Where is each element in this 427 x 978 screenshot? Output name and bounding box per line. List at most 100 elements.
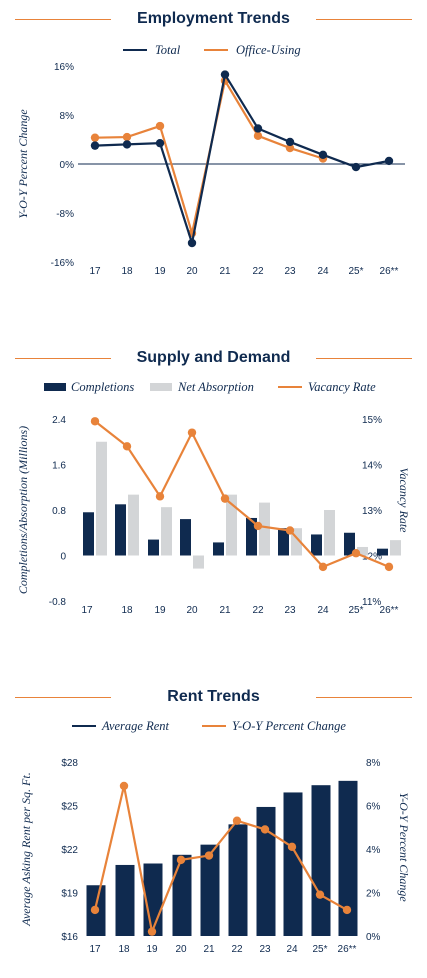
data-point-y-o-y-percent-change: [287, 842, 297, 852]
y-tick-label: -0.8: [49, 597, 67, 608]
y-tick-label: 0: [60, 552, 66, 563]
data-point-total: [155, 138, 165, 148]
legend-label-total: Total: [155, 43, 181, 57]
y2-axis-title: Vacancy Rate: [397, 468, 411, 534]
x-tick-label: 20: [186, 266, 198, 277]
y-tick-label: $28: [61, 758, 78, 769]
legend-label-office-using: Office-Using: [236, 43, 301, 57]
data-point-y-o-y-percent-change: [119, 781, 129, 791]
x-tick-label: 26**: [380, 605, 399, 616]
y2-tick-label: 15%: [362, 415, 382, 426]
bar-average-rent: [256, 806, 276, 936]
x-tick-label: 24: [286, 944, 298, 955]
bar-completions: [377, 548, 388, 556]
y2-tick-label: 8%: [366, 758, 381, 769]
rent-chart-title: Rent Trends: [167, 688, 260, 705]
y-tick-label: 8%: [60, 111, 75, 122]
x-tick-label: 19: [154, 605, 166, 616]
y-axis-title: Average Asking Rent per Sq. Ft.: [19, 772, 33, 926]
bar-completions: [180, 519, 191, 556]
bar-net-absorption: [226, 494, 237, 556]
x-tick-label: 21: [203, 944, 215, 955]
data-point-total: [253, 124, 263, 133]
x-tick-label: 22: [231, 944, 243, 955]
title-rule-right: [316, 19, 412, 20]
data-point-vacancy-rate: [122, 442, 132, 451]
data-point-y-o-y-percent-change: [204, 851, 214, 860]
data-point-total: [220, 70, 230, 79]
y2-tick-label: 2%: [366, 889, 381, 900]
data-point-vacancy-rate: [187, 428, 197, 437]
rent-trends-chart: Average Rent Y-O-Y Percent Change $28 $25 $2…: [19, 719, 411, 955]
y2-tick-label: 11%: [362, 597, 381, 608]
legend-label-completions: Completions: [71, 380, 134, 394]
y-tick-label: 2.4: [52, 415, 66, 426]
x-tick-label: 20: [175, 944, 187, 955]
bar-completions: [115, 504, 126, 556]
bar-net-absorption: [259, 502, 270, 556]
title-rule-right: [316, 697, 412, 698]
x-tick-label: 25*: [312, 944, 327, 955]
data-point-y-o-y-percent-change: [260, 825, 270, 834]
y-tick-label: 1.6: [52, 461, 66, 472]
x-tick-label: 17: [89, 266, 101, 277]
bar-net-absorption: [128, 494, 139, 556]
legend-swatch-net-absorption: [150, 383, 172, 391]
data-point-office-using: [90, 133, 100, 142]
data-point-y-o-y-percent-change: [147, 927, 157, 936]
employment-chart-title: Employment Trends: [137, 10, 290, 27]
bar-completions: [311, 534, 322, 556]
data-point-office-using: [122, 132, 132, 142]
bar-average-rent: [200, 844, 220, 936]
legend-label-average-rent: Average Rent: [101, 719, 170, 733]
x-tick-label: 26**: [338, 944, 357, 955]
y-tick-label: 0%: [60, 160, 75, 171]
x-tick-label: 18: [121, 605, 133, 616]
x-tick-label: 24: [317, 605, 329, 616]
y2-tick-label: 12%: [362, 552, 382, 563]
data-point-y-o-y-percent-change: [90, 905, 100, 915]
y2-tick-label: 0%: [366, 932, 381, 943]
title-rule-left: [15, 358, 111, 359]
legend-label-vacancy-rate: Vacancy Rate: [308, 380, 376, 394]
title-rule-left: [15, 697, 111, 698]
bar-net-absorption: [161, 507, 172, 556]
bar-average-rent: [228, 824, 248, 936]
data-point-y-o-y-percent-change: [176, 855, 186, 865]
y-tick-label: $19: [61, 889, 78, 900]
y2-axis-title: Y-O-Y Percent Change: [397, 792, 411, 902]
y2-tick-label: 14%: [362, 461, 382, 472]
series-line-total: [94, 71, 390, 244]
data-point-vacancy-rate: [384, 562, 394, 572]
x-tick-label: 25*: [348, 266, 363, 277]
data-point-vacancy-rate: [155, 492, 165, 501]
y-tick-label: $25: [61, 802, 78, 813]
data-point-total: [384, 156, 394, 166]
y-tick-label: 16%: [54, 62, 74, 73]
y2-tick-label: 6%: [366, 802, 381, 813]
bar-net-absorption: [291, 528, 302, 556]
bar-completions: [148, 539, 159, 556]
x-tick-label: 24: [317, 266, 329, 277]
data-point-y-o-y-percent-change: [342, 905, 352, 915]
data-point-vacancy-rate: [220, 494, 230, 503]
data-point-vacancy-rate: [253, 521, 263, 531]
data-point-total: [122, 140, 132, 149]
bar-average-rent: [311, 785, 331, 936]
x-tick-label: 19: [154, 266, 166, 277]
supply-chart-title: Supply and Demand: [136, 349, 291, 366]
y-axis-title: Completions/Absorption (Millions): [16, 426, 30, 594]
title-rule-left: [15, 19, 111, 20]
data-point-vacancy-rate: [285, 526, 295, 535]
bar-net-absorption: [96, 441, 107, 556]
data-point-total: [285, 137, 295, 147]
data-point-total: [351, 162, 361, 172]
x-tick-label: 26**: [380, 266, 399, 277]
bar-average-rent: [283, 792, 303, 936]
data-point-office-using: [285, 143, 295, 153]
data-point-office-using: [155, 121, 165, 131]
data-point-total: [187, 238, 197, 248]
x-tick-label: 22: [252, 266, 264, 277]
data-point-total: [90, 141, 100, 150]
y2-tick-label: 4%: [366, 845, 381, 856]
